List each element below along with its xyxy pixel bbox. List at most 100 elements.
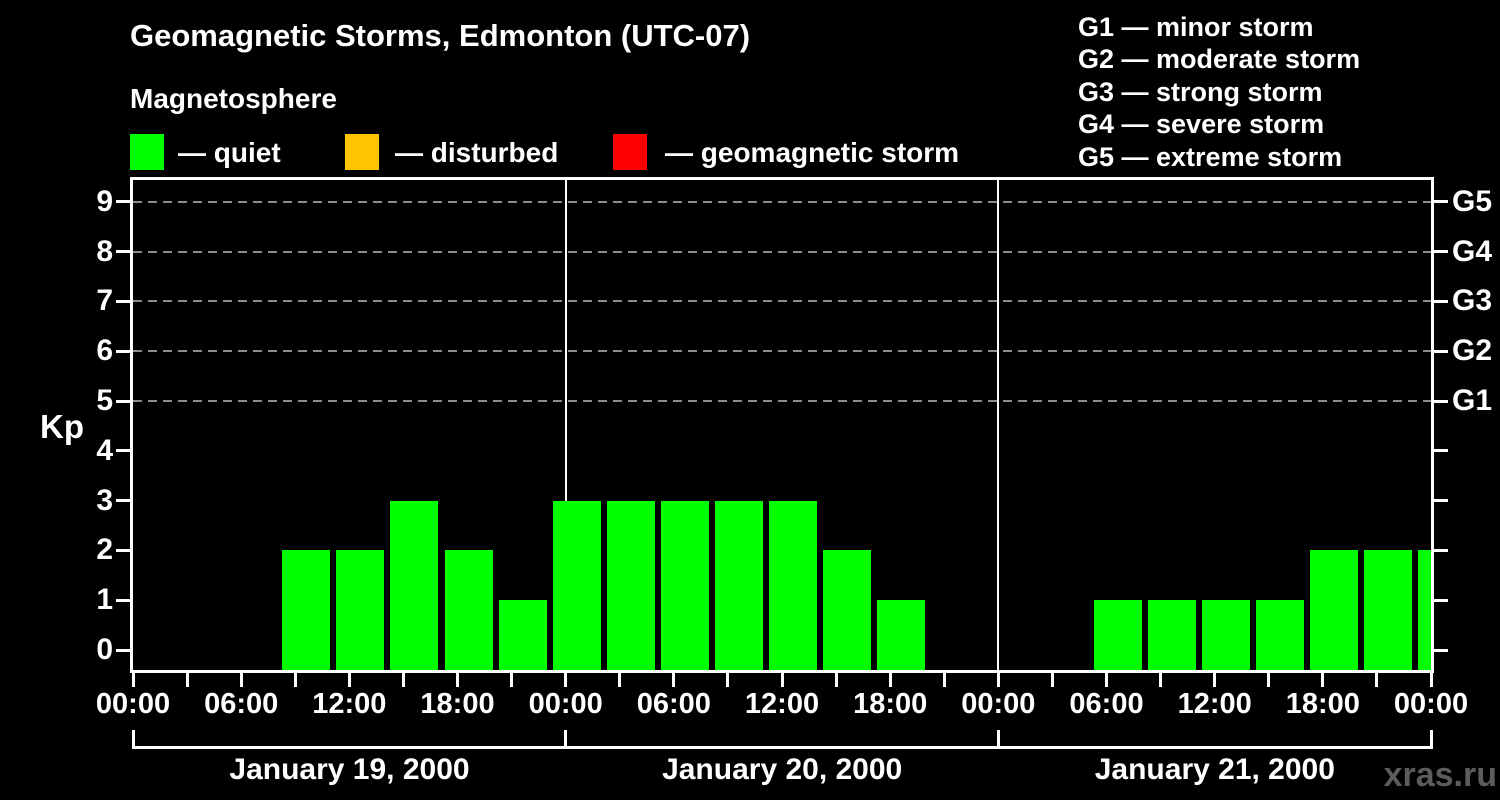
- storm-scale-legend: G1 — minor storm G2 — moderate storm G3 …: [1078, 11, 1360, 173]
- y-tick-left: [116, 598, 130, 602]
- quiet-legend-label: — quiet: [178, 137, 281, 168]
- x-tick: [510, 673, 514, 687]
- date-label: January 20, 2000: [662, 753, 903, 786]
- magnetosphere-subtitle: Magnetosphere: [130, 83, 337, 114]
- y-tick-label: 3: [96, 483, 113, 517]
- disturbed-swatch-icon: [345, 134, 379, 170]
- y-tick-right: [1434, 299, 1448, 303]
- y-tick-left: [116, 349, 130, 353]
- x-tick: [293, 673, 297, 687]
- y-tick-left: [116, 399, 130, 403]
- x-tick: [131, 673, 135, 687]
- kp-bar-partial: [1418, 550, 1431, 670]
- y-tick-right: [1434, 250, 1448, 254]
- x-tick: [1105, 673, 1108, 687]
- y-tick-right: [1434, 648, 1448, 652]
- x-tick: [942, 673, 946, 687]
- x-tick-label: 18:00: [420, 688, 495, 720]
- kp-bar: [714, 500, 763, 670]
- y-tick-left: [116, 499, 130, 503]
- x-tick-label: 00:00: [1393, 688, 1469, 720]
- plot-area: [130, 177, 1434, 673]
- x-tick-label: 00:00: [961, 688, 1036, 720]
- kp-bar: [1093, 600, 1142, 670]
- y-tick-label: 2: [96, 533, 113, 567]
- y-tick-left: [116, 648, 130, 652]
- right-axis-label-g2: G2: [1452, 334, 1493, 368]
- y-tick-label: 9: [96, 184, 113, 218]
- y-tick-label: 5: [96, 384, 113, 417]
- g1-legend-line: G1 — minor storm: [1078, 12, 1314, 42]
- kp-bar: [1363, 550, 1412, 670]
- right-axis-label-g3: G3: [1452, 284, 1493, 318]
- plot-canvas: [133, 180, 1431, 670]
- g3-legend-line: G3 — strong storm: [1078, 76, 1323, 107]
- y-tick-right: [1434, 598, 1448, 602]
- x-tick: [185, 673, 189, 687]
- kp-bar: [1309, 550, 1358, 670]
- x-tick-label: 12:00: [312, 688, 387, 720]
- y-tick-left: [116, 250, 130, 254]
- y-tick-right: [1434, 200, 1448, 204]
- kp-bar: [877, 600, 926, 670]
- gridline-kp9: [133, 200, 1431, 203]
- g4-legend-line: G4 — severe storm: [1078, 109, 1325, 140]
- x-tick-label: 00:00: [95, 688, 171, 720]
- date-bracket-cap: [131, 730, 135, 749]
- x-tick: [726, 673, 730, 687]
- y-tick-left: [116, 299, 130, 303]
- date-bracket-cap: [1429, 730, 1433, 749]
- date-bracket-cap: [564, 730, 568, 749]
- x-tick-label: 12:00: [744, 688, 820, 720]
- y-tick-label: 6: [96, 334, 113, 368]
- storm-swatch-icon: [613, 134, 647, 170]
- y-tick-label: 0: [96, 633, 113, 666]
- gridline-kp5: [133, 400, 1431, 402]
- x-tick: [1429, 673, 1433, 687]
- kp-bar: [1255, 600, 1304, 670]
- right-axis-label-g5: G5: [1452, 184, 1493, 218]
- y-tick-left: [116, 200, 130, 204]
- x-tick: [834, 673, 838, 687]
- kp-bar: [552, 500, 601, 670]
- x-tick: [780, 673, 784, 687]
- x-tick: [1267, 673, 1271, 687]
- gridline-kp7: [133, 300, 1431, 303]
- x-tick-label: 00:00: [528, 688, 603, 720]
- x-tick: [618, 673, 622, 687]
- y-tick-right: [1434, 548, 1448, 552]
- x-tick: [456, 673, 459, 687]
- kp-bar: [1201, 600, 1250, 670]
- right-axis-label-g1: G1: [1452, 384, 1493, 417]
- x-tick: [996, 673, 1000, 687]
- right-axis-label-g4: G4: [1452, 234, 1493, 268]
- y-tick-label: 7: [96, 284, 113, 318]
- x-tick-label: 06:00: [636, 688, 711, 720]
- day-divider: [564, 180, 567, 670]
- kp-bar: [498, 600, 547, 670]
- x-tick: [347, 673, 351, 687]
- disturbed-legend-label: — disturbed: [395, 137, 559, 168]
- y-tick-label: 8: [96, 234, 113, 268]
- y-tick-left: [116, 449, 130, 453]
- x-tick: [239, 673, 243, 687]
- g5-legend-line: G5 — extreme storm: [1078, 141, 1343, 172]
- kp-bar: [390, 500, 439, 670]
- y-tick-right: [1434, 449, 1448, 453]
- date-bracket-cap: [996, 730, 1000, 749]
- x-tick: [1050, 673, 1054, 687]
- x-tick: [1213, 673, 1217, 687]
- y-tick-right: [1434, 399, 1448, 403]
- x-tick: [888, 673, 892, 687]
- y-tick-right: [1434, 499, 1448, 503]
- x-tick-label: 18:00: [853, 688, 928, 720]
- y-tick-label: 1: [96, 583, 113, 617]
- kp-bar: [660, 500, 709, 670]
- x-tick: [1159, 673, 1163, 687]
- quiet-swatch-icon: [130, 134, 164, 170]
- x-tick: [564, 673, 568, 687]
- y-tick-label: 4: [96, 433, 113, 467]
- kp-bar: [282, 550, 331, 670]
- date-bracket-line: [133, 746, 1431, 749]
